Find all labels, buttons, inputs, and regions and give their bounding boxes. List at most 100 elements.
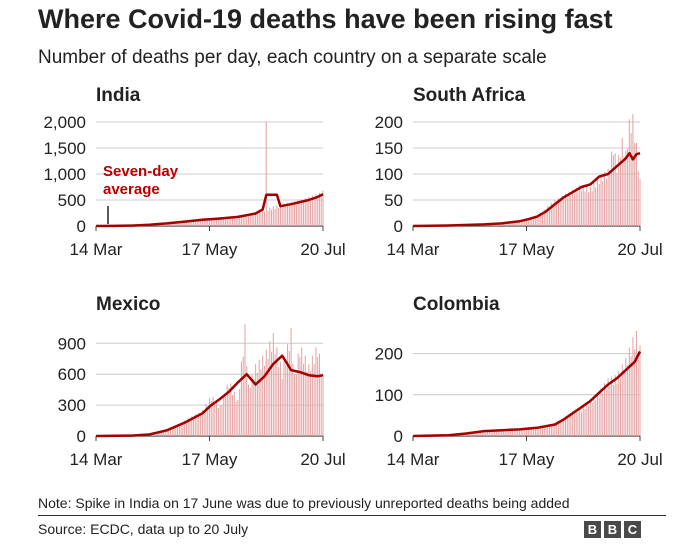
x-tick-label: 17 May: [499, 450, 555, 469]
daily-death-bar: [625, 357, 627, 436]
daily-death-bar: [476, 432, 478, 436]
daily-death-bar: [299, 203, 301, 226]
daily-death-bar: [185, 221, 187, 226]
daily-death-bar: [463, 434, 465, 436]
x-tick-label: 14 Mar: [70, 240, 123, 259]
daily-death-bar: [162, 430, 164, 436]
daily-death-bar: [193, 418, 195, 436]
daily-death-bar: [258, 359, 260, 436]
panel-title: India: [96, 85, 141, 106]
x-tick-label: 17 May: [499, 240, 555, 259]
daily-death-bar: [306, 371, 308, 436]
daily-death-bar: [497, 430, 499, 436]
daily-death-bar: [547, 206, 549, 226]
daily-death-bar: [196, 416, 198, 436]
daily-death-bar: [191, 220, 193, 226]
daily-death-bar: [317, 198, 319, 226]
daily-death-bar: [212, 218, 214, 226]
daily-death-bar: [304, 198, 306, 226]
bbc-logo-block: B: [604, 521, 621, 538]
seven-day-average-line: [412, 151, 641, 228]
daily-death-bar: [632, 337, 634, 436]
daily-death-bar: [278, 366, 280, 436]
daily-death-bar: [596, 178, 598, 226]
daily-death-bar: [639, 345, 641, 436]
daily-death-bar: [564, 193, 567, 226]
daily-death-bar: [517, 221, 519, 226]
daily-death-bar: [602, 181, 604, 226]
daily-death-bar: [614, 375, 616, 436]
daily-death-bar: [525, 218, 528, 226]
daily-death-bar: [538, 215, 540, 226]
daily-death-bar: [591, 403, 593, 436]
daily-death-bar: [177, 221, 179, 226]
daily-death-bar: [169, 427, 172, 436]
daily-death-bar: [609, 170, 611, 226]
daily-death-bar: [311, 195, 313, 226]
daily-death-bar: [600, 175, 602, 226]
daily-death-bar: [621, 137, 623, 226]
x-tick-label: 14 Mar: [387, 450, 440, 469]
daily-death-bar: [554, 200, 556, 226]
daily-death-bar: [201, 410, 203, 436]
daily-death-bar: [639, 179, 641, 226]
daily-death-bar: [242, 217, 244, 226]
bbc-logo-block: C: [624, 521, 641, 538]
daily-death-bar: [510, 430, 512, 436]
y-tick-label: 0: [394, 427, 403, 446]
daily-death-bar: [295, 204, 297, 226]
daily-death-bar: [260, 369, 262, 436]
daily-death-bar: [317, 357, 319, 436]
daily-death-bar: [549, 207, 551, 226]
daily-death-bar: [278, 208, 280, 226]
daily-death-bar: [262, 355, 264, 436]
daily-death-bar: [267, 210, 269, 226]
daily-death-bar: [196, 220, 198, 226]
daily-death-bar: [288, 206, 290, 226]
daily-death-bar: [216, 400, 218, 436]
daily-death-bar: [564, 416, 567, 436]
daily-death-bar: [255, 213, 257, 226]
daily-death-bar: [632, 114, 634, 226]
daily-death-bar: [198, 412, 200, 436]
daily-death-bar: [502, 223, 504, 226]
daily-death-bar: [311, 355, 313, 436]
daily-death-bar: [612, 384, 614, 436]
daily-death-bar: [628, 119, 630, 226]
daily-death-bar: [177, 424, 179, 436]
daily-death-bar: [609, 386, 611, 436]
daily-death-bar: [557, 421, 559, 436]
daily-death-bar: [301, 199, 303, 226]
daily-death-bar: [297, 353, 299, 436]
daily-death-bar: [233, 391, 235, 436]
daily-death-bar: [611, 151, 613, 226]
daily-death-bar: [217, 219, 219, 226]
x-tick-label: 14 Mar: [70, 450, 123, 469]
daily-death-bar: [492, 431, 494, 436]
daily-death-bar: [244, 215, 246, 226]
y-tick-label: 2,000: [43, 113, 86, 132]
daily-death-bar: [208, 397, 211, 436]
daily-death-bar: [253, 379, 255, 436]
daily-death-bar: [506, 430, 508, 436]
daily-death-bar: [625, 150, 627, 226]
daily-death-bar: [628, 347, 630, 436]
daily-death-bar: [318, 353, 320, 436]
daily-death-bar: [219, 405, 221, 436]
daily-death-bar: [217, 407, 219, 436]
daily-death-bar: [247, 214, 250, 226]
y-tick-label: 1,500: [43, 139, 86, 158]
daily-death-bar: [203, 411, 205, 436]
daily-death-bar: [214, 219, 216, 226]
daily-death-bar: [511, 429, 513, 436]
daily-death-bar: [189, 221, 191, 226]
daily-death-bar: [226, 384, 228, 436]
daily-death-bar: [552, 205, 554, 226]
daily-death-bar: [511, 221, 513, 226]
daily-death-bar: [580, 411, 583, 436]
daily-death-bar: [619, 158, 622, 226]
daily-death-bar: [182, 222, 184, 226]
bbc-logo: B B C: [584, 521, 641, 538]
daily-death-bar: [256, 372, 258, 436]
daily-death-bar: [559, 201, 561, 226]
